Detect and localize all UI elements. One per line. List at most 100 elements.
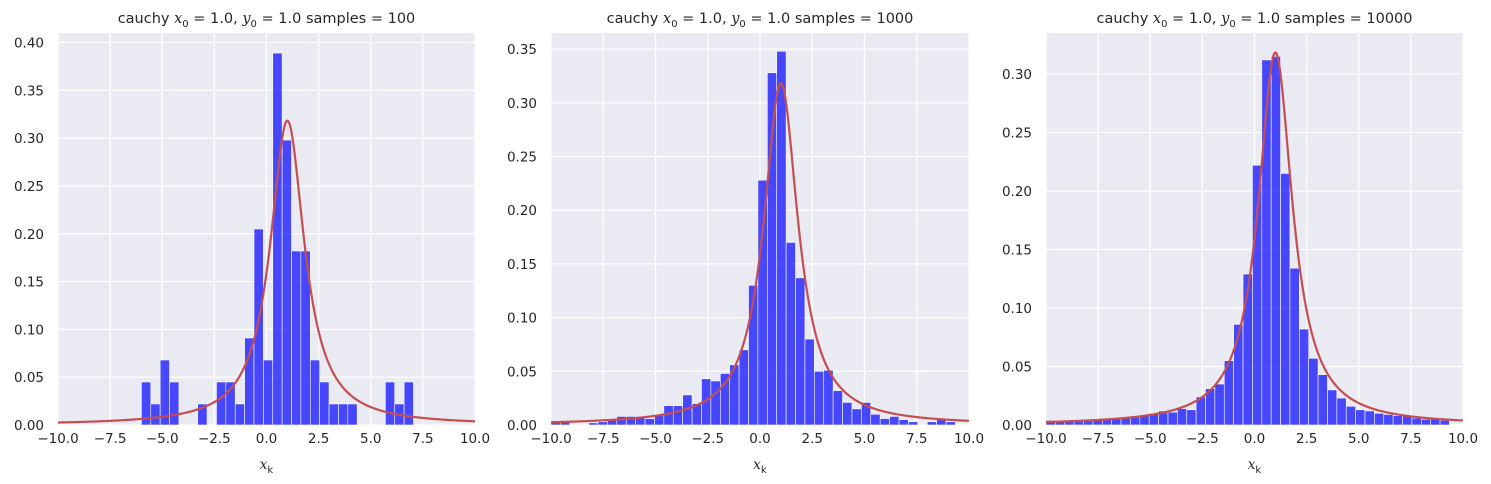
x-tick-label: −5.0 xyxy=(146,431,179,447)
y-tick-label: 0.10 xyxy=(1002,301,1032,317)
histogram-bar xyxy=(338,403,349,426)
x-tick-label: −7.5 xyxy=(1082,431,1115,447)
x-axis-label: xk​ xyxy=(753,457,767,476)
histogram-bar xyxy=(908,421,919,426)
histogram-bar xyxy=(776,50,787,426)
x-tick-label: −5.0 xyxy=(1134,431,1167,447)
x-tick-label: −7.5 xyxy=(587,431,620,447)
histogram-bar xyxy=(347,403,358,426)
histogram-bar xyxy=(823,369,834,426)
histogram-bar xyxy=(1439,420,1450,426)
x-tick-label: 2.5 xyxy=(308,431,329,447)
histogram-bar xyxy=(1392,415,1403,426)
histogram-bar xyxy=(663,405,674,426)
histogram-bar xyxy=(710,380,721,426)
histogram-bar xyxy=(272,52,283,426)
histogram-bar xyxy=(216,381,227,426)
histogram-bar xyxy=(1383,414,1394,426)
histogram-bar xyxy=(1167,411,1178,426)
histogram-bar xyxy=(738,349,749,426)
histogram-bar xyxy=(842,402,853,426)
histogram-bar xyxy=(861,402,872,426)
histogram-bar xyxy=(1355,409,1366,426)
x-tick-label: −5.0 xyxy=(639,431,672,447)
x-tick-label: 0.0 xyxy=(256,431,277,447)
x-tick-label: 5.0 xyxy=(360,431,381,447)
histogram-bar xyxy=(588,422,599,426)
histogram-bar xyxy=(328,403,339,426)
y-tick-label: 0.30 xyxy=(1002,67,1032,83)
histogram-bar xyxy=(832,390,843,426)
x-axis-label: xk​ xyxy=(260,457,274,476)
histogram-bar xyxy=(309,359,320,426)
y-tick-label: 0.05 xyxy=(1002,359,1032,375)
x-tick-label: −2.5 xyxy=(691,431,724,447)
cauchy-pdf-curve xyxy=(57,119,476,424)
x-tick-label: 5.0 xyxy=(854,431,875,447)
histogram-bar xyxy=(719,373,730,426)
x-tick-label: −10.0 xyxy=(37,431,78,447)
histogram-bar xyxy=(1177,408,1188,426)
histogram-bar xyxy=(1327,389,1338,426)
histogram-bar xyxy=(945,421,956,426)
histogram-bar xyxy=(879,418,890,426)
y-tick-label: 0.15 xyxy=(14,275,44,291)
histogram-bar xyxy=(1317,374,1328,426)
y-tick-label: 0.30 xyxy=(14,131,44,147)
histogram-bar xyxy=(1411,417,1422,426)
x-tick-label: 0.0 xyxy=(1244,431,1265,447)
histogram-bar xyxy=(1270,56,1281,426)
histogram-bar xyxy=(403,381,414,426)
x-tick-label: 2.5 xyxy=(1296,431,1317,447)
histogram-bar xyxy=(1308,358,1319,426)
x-tick-label: −10.0 xyxy=(1025,431,1066,447)
y-tick-label: 0.35 xyxy=(14,83,44,99)
histogram-bar xyxy=(597,421,608,426)
x-tick-label: 10.0 xyxy=(954,431,984,447)
histogram-bar xyxy=(1280,173,1291,426)
y-tick-label: 0.15 xyxy=(507,257,537,273)
y-tick-label: 0.25 xyxy=(1002,125,1032,141)
y-tick-label: 0.10 xyxy=(14,322,44,338)
histogram-bar xyxy=(253,228,264,426)
y-tick-label: 0.35 xyxy=(507,42,537,58)
y-tick-label: 0.20 xyxy=(507,203,537,219)
panel-3: −10.0 −7.5 −5.0 −2.5 0.0 2.5 5.0 7.5 10.0 0.00 0.0… xyxy=(1002,11,1478,476)
x-tick-label: 7.5 xyxy=(412,431,433,447)
histogram-bar xyxy=(319,381,330,426)
histogram-bar xyxy=(1336,397,1347,426)
y-tick-label: 0.20 xyxy=(1002,184,1032,200)
histogram-bar xyxy=(1233,324,1244,426)
histogram-bar xyxy=(263,359,274,426)
y-tick-label: 0.20 xyxy=(14,227,44,243)
x-tick-label: −2.5 xyxy=(198,431,231,447)
panel-2: −10.0 −7.5 −5.0 −2.5 0.0 2.5 5.0 7.5 10.0 0.00 0.0… xyxy=(507,11,984,476)
y-tick-label: 0.00 xyxy=(507,418,537,434)
y-tick-label: 0.10 xyxy=(507,311,537,327)
y-tick-label: 0.25 xyxy=(14,179,44,195)
histogram-bar xyxy=(1214,383,1225,426)
chart-title: cauchy x0​ = 1.0, y0​ = 1.0 samples = 10… xyxy=(607,11,914,30)
y-tick-label: 0.05 xyxy=(14,370,44,386)
x-tick-label: −7.5 xyxy=(94,431,127,447)
histogram-bar xyxy=(889,416,900,426)
histogram-bar xyxy=(197,403,208,426)
y-tick-label: 0.05 xyxy=(507,364,537,380)
x-tick-label: 10.0 xyxy=(1448,431,1478,447)
histogram-bar xyxy=(169,381,180,426)
y-tick-label: 0.00 xyxy=(1002,418,1032,434)
histogram-bar xyxy=(291,250,302,426)
x-tick-label: 7.5 xyxy=(906,431,927,447)
histogram-bar xyxy=(1364,410,1375,426)
cauchy-pdf-curve xyxy=(550,81,970,424)
histogram-bar xyxy=(1299,328,1310,426)
histogram-bar xyxy=(616,416,627,426)
panel-1: −10.0 −7.5 −5.0 −2.5 0.0 2.5 5.0 7.5 10.0 0.00 0.0… xyxy=(14,11,490,476)
histogram-bar xyxy=(1289,267,1300,426)
x-tick-label: 2.5 xyxy=(802,431,823,447)
histogram-bar xyxy=(234,403,245,426)
x-tick-label: 5.0 xyxy=(1348,431,1369,447)
histogram-bar xyxy=(1242,273,1253,426)
x-tick-label: 0.0 xyxy=(749,431,770,447)
